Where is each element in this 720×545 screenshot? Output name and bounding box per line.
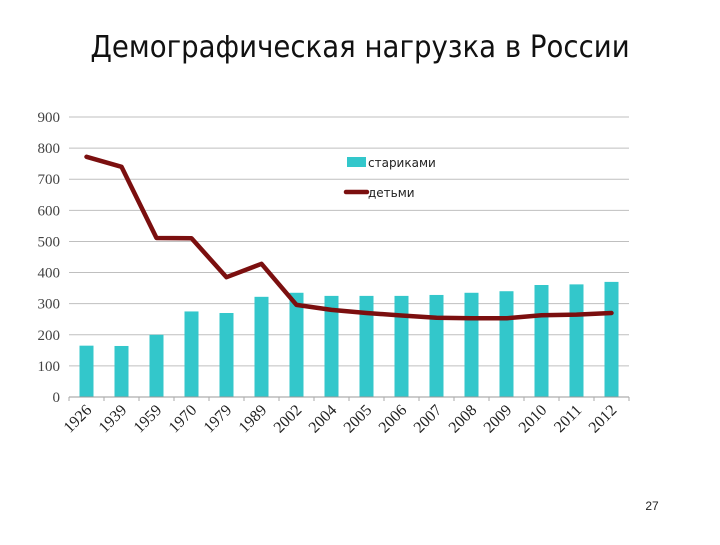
bar	[569, 284, 584, 397]
x-tick-label: 2007	[411, 402, 446, 437]
x-tick-label: 2011	[551, 402, 585, 436]
bar	[289, 292, 304, 397]
y-tick-label: 200	[38, 328, 61, 344]
x-tick-label: 1989	[236, 402, 271, 437]
bar	[429, 294, 444, 397]
x-tick-label: 2012	[586, 402, 621, 437]
x-tick-label: 1926	[61, 402, 96, 437]
x-tick-label: 2009	[481, 402, 516, 437]
line-series-children	[84, 154, 614, 321]
bar	[219, 313, 234, 397]
bar	[534, 285, 549, 397]
bar	[394, 295, 409, 397]
bar	[79, 345, 94, 397]
bar	[499, 291, 514, 397]
bar	[114, 345, 129, 397]
bar	[359, 295, 374, 397]
slide-title: Демографическая нагрузка в России	[90, 30, 630, 65]
x-tick-label: 1979	[201, 402, 236, 437]
y-tick-label: 100	[38, 359, 61, 375]
x-axis	[68, 396, 630, 401]
children-line	[84, 154, 614, 321]
y-tick-label: 600	[38, 203, 61, 219]
y-tick-label: 800	[38, 141, 61, 157]
bar	[604, 281, 619, 397]
x-tick-label: 1970	[166, 402, 201, 437]
bar	[184, 311, 199, 397]
bar-series-elderly	[79, 281, 619, 397]
x-tick-label: 2010	[516, 402, 551, 437]
legend-bar-swatch	[347, 157, 366, 167]
page-number: 27	[645, 499, 659, 513]
x-tick-label: 1939	[96, 402, 131, 437]
bar	[324, 295, 339, 397]
y-tick-label: 700	[38, 172, 61, 188]
y-tick-label: 400	[38, 266, 61, 282]
y-axis-ticks: 0 100 200 300 400 500 600 700 800 900	[38, 110, 61, 406]
x-axis-ticks: 1926 1939 1959 1970 1979 1989 2002 2004 2005 2006…	[61, 402, 621, 437]
legend-label-elderly: стариками	[368, 156, 436, 170]
x-tick-label: 2005	[341, 402, 376, 437]
legend-label-children: детьми	[368, 186, 415, 200]
y-tick-label: 300	[38, 297, 61, 313]
x-tick-label: 2008	[446, 402, 481, 437]
legend: стариками детьми	[343, 156, 436, 200]
bar	[254, 296, 269, 397]
x-tick-label: 1959	[131, 402, 166, 437]
y-tick-label: 900	[38, 110, 61, 126]
y-tick-label: 500	[38, 234, 61, 250]
x-tick-label: 2002	[271, 402, 306, 437]
y-tick-label: 0	[53, 390, 61, 406]
bar	[464, 292, 479, 397]
x-tick-label: 2006	[376, 402, 411, 437]
bar	[149, 334, 164, 397]
x-tick-label: 2004	[306, 402, 341, 437]
